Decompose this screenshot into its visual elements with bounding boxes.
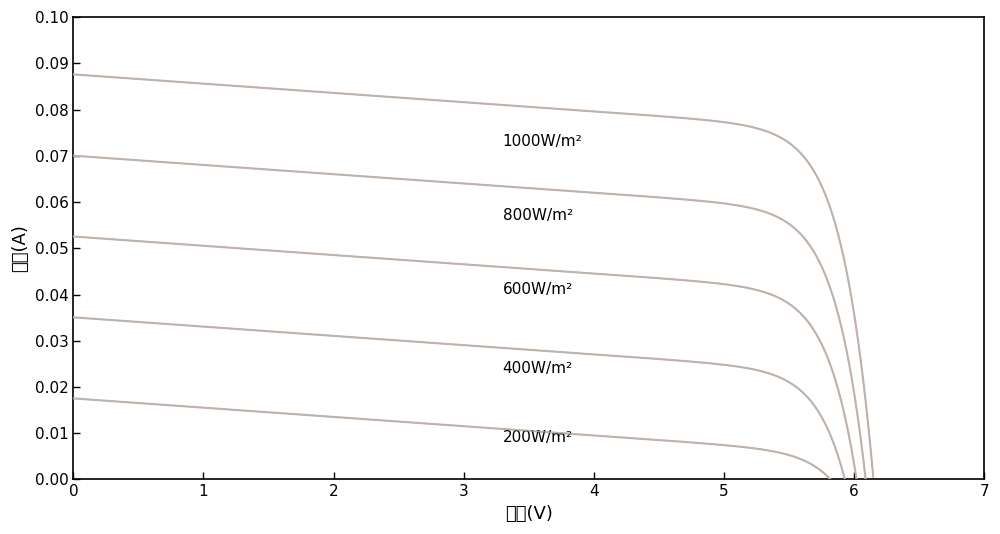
Text: 1000W/m²: 1000W/m²: [503, 135, 582, 150]
Text: 400W/m²: 400W/m²: [503, 361, 573, 376]
X-axis label: 电压(V): 电压(V): [505, 505, 553, 523]
Text: 600W/m²: 600W/m²: [503, 282, 573, 297]
Text: 800W/m²: 800W/m²: [503, 208, 573, 223]
Y-axis label: 电流(A): 电流(A): [11, 224, 29, 272]
Text: 200W/m²: 200W/m²: [503, 430, 573, 445]
